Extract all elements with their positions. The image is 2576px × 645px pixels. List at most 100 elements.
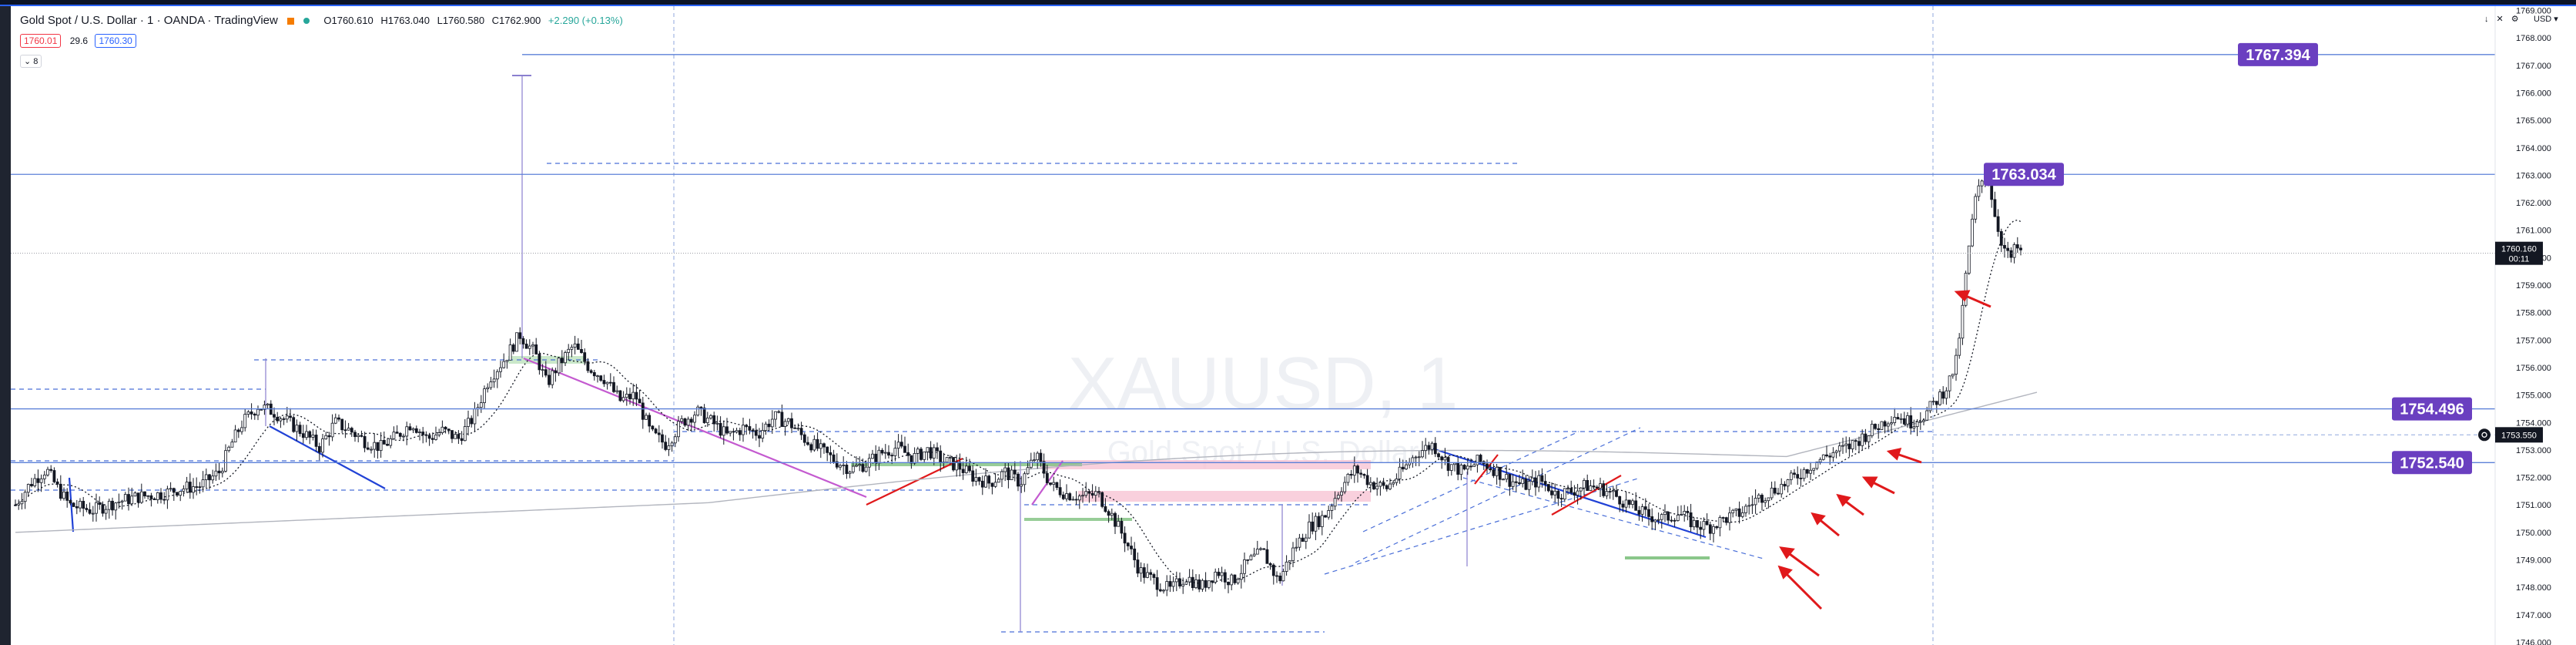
candle-body <box>993 482 997 487</box>
candle-body <box>2015 244 2019 249</box>
candle-body <box>829 452 832 455</box>
candle-body <box>243 414 247 428</box>
candle-body <box>414 428 418 433</box>
candle-body <box>1673 519 1677 522</box>
candle-body <box>758 435 761 438</box>
settings-icon[interactable]: ⚙ <box>2511 15 2527 24</box>
candle-body <box>172 488 176 493</box>
candle-body <box>1796 474 1800 479</box>
candle-body <box>273 414 276 418</box>
candle-body <box>389 438 393 446</box>
candle-body <box>230 442 234 448</box>
candle-body <box>864 466 868 472</box>
candle-body <box>1395 478 1399 483</box>
candle-body <box>201 479 205 488</box>
candle-body <box>133 492 137 497</box>
candle-body <box>621 397 625 401</box>
candle-body <box>220 470 224 474</box>
price-axis[interactable] <box>2495 6 2576 645</box>
symbol-title[interactable]: Gold Spot / U.S. Dollar · 1 · OANDA · Tr… <box>20 14 278 27</box>
collapse-icon[interactable]: ✕ <box>2496 15 2511 24</box>
candle-body <box>1036 452 1040 461</box>
chevron-down-icon: ▾ <box>2554 15 2558 24</box>
candle-body <box>1207 580 1211 588</box>
candle-body <box>745 425 749 427</box>
candle-body <box>635 391 638 400</box>
candle-body <box>689 418 693 423</box>
candle-body <box>250 412 253 415</box>
candle-body <box>370 448 373 451</box>
level-label[interactable] <box>1984 163 2064 186</box>
symbol-legend[interactable]: Gold Spot / U.S. Dollar · 1 · OANDA · Tr… <box>20 14 628 27</box>
level-label[interactable] <box>2238 42 2318 66</box>
candle-body <box>1359 472 1363 475</box>
candle-body <box>1815 462 1819 469</box>
candle-body <box>1495 466 1499 476</box>
currency-label: USD <box>2534 15 2552 24</box>
candle-body <box>929 447 933 459</box>
price-tick-label: 1752.000 <box>2516 474 2551 483</box>
candle-body <box>101 504 105 514</box>
candle-body <box>1660 514 1663 520</box>
currency-selector[interactable]: USD ▾ <box>2534 14 2558 24</box>
candle-body <box>1692 519 1696 528</box>
candle-body <box>2003 244 2006 249</box>
candle-body <box>467 418 470 427</box>
candle-body <box>1650 516 1654 522</box>
indicators-toggle[interactable]: ⌄ 8 <box>20 55 42 68</box>
candle-body <box>1786 479 1790 487</box>
candle-body <box>1780 483 1784 495</box>
candle-body <box>1233 574 1237 583</box>
candle-body <box>1298 537 1301 548</box>
price-tick-label: 1753.000 <box>2516 446 2551 455</box>
level-label[interactable] <box>2392 451 2472 475</box>
ohlc-change: +2.290 (+0.13%) <box>548 15 623 26</box>
candle-body <box>796 428 800 430</box>
candle-body <box>421 432 425 435</box>
candle-body <box>819 443 822 449</box>
red-arrow-icon <box>1954 290 1991 308</box>
candle-body <box>1246 559 1250 561</box>
candle-body <box>664 442 668 450</box>
buy-button[interactable]: 1760.30 <box>95 34 136 48</box>
candle-body <box>874 453 878 463</box>
candle-body <box>1155 577 1159 590</box>
candle-body <box>411 428 415 431</box>
candle-body <box>1767 497 1770 502</box>
candle-body <box>1955 354 1958 375</box>
level-label[interactable] <box>2392 397 2472 421</box>
sell-button[interactable]: 1760.01 <box>20 34 62 48</box>
candle-body <box>1890 422 1893 425</box>
candle-body <box>1750 504 1754 506</box>
alert-icon <box>287 17 295 25</box>
symbol-watermark: XAUUSD, 1 Gold Spot / U.S. Dollar <box>1068 342 1459 469</box>
candle-body <box>1184 581 1188 585</box>
candle-body <box>712 415 716 425</box>
price-tick-label: 1765.000 <box>2516 116 2551 126</box>
candle-body <box>408 426 412 431</box>
candle-body <box>1958 338 1961 356</box>
candle-body <box>641 402 645 420</box>
candle-body <box>1042 461 1046 474</box>
candle-body <box>266 403 270 405</box>
candle-body <box>217 470 221 474</box>
candle-body <box>1906 415 1909 425</box>
price-tick-label: 1761.000 <box>2516 227 2551 236</box>
candle-body <box>855 465 858 467</box>
candle-body <box>276 416 280 422</box>
candle-body <box>1252 553 1256 556</box>
scroll-down-icon[interactable]: ↓ <box>2484 15 2497 24</box>
candle-body <box>33 478 37 486</box>
candle-body <box>538 353 541 371</box>
candle-body <box>162 499 166 501</box>
red-arrow-icon <box>1777 565 1823 610</box>
candle-body <box>298 425 302 435</box>
candle-body <box>573 343 577 348</box>
candle-body <box>1437 453 1440 458</box>
candle-body <box>541 369 544 371</box>
candle-body <box>974 477 978 482</box>
candle-body <box>1139 567 1143 574</box>
add-alert-icon[interactable] <box>2478 428 2491 442</box>
candle-body <box>402 435 405 438</box>
